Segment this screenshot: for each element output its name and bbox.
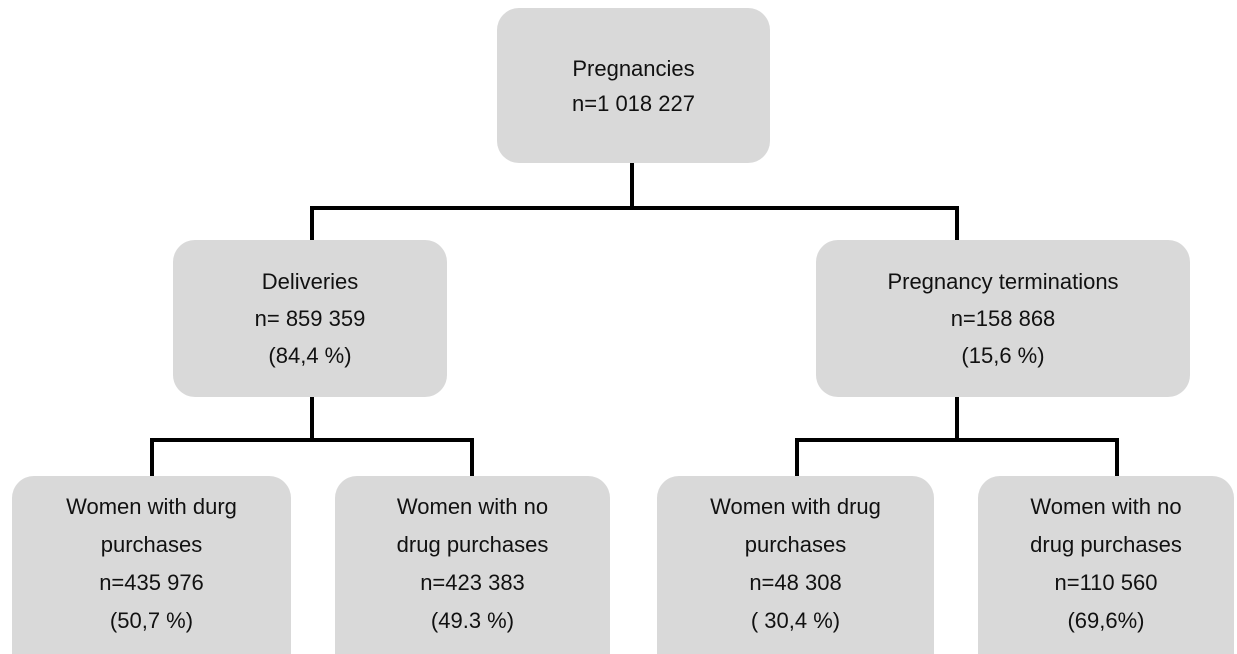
node-text: (69,6%) — [1067, 608, 1144, 633]
node-text: (15,6 %) — [961, 343, 1044, 368]
node-text: n=1 018 227 — [572, 91, 695, 116]
node-text: n=48 308 — [749, 570, 841, 595]
node-text: Pregnancies — [572, 56, 694, 81]
node-box — [816, 240, 1190, 397]
node-box — [657, 476, 934, 654]
node-box — [173, 240, 447, 397]
node: Women with no drug purchases n=110 560 (69,… — [978, 476, 1234, 654]
node-box — [978, 476, 1234, 654]
node: Women with no drug purchases n=423 383 (49.… — [335, 476, 610, 654]
node-box — [497, 8, 770, 163]
node-text: Pregnancy terminations — [887, 269, 1118, 294]
node: Women with durg purchases n=435 976 (50,7 %… — [12, 476, 291, 654]
node-text: n=435 976 — [99, 570, 204, 595]
node-text: purchases — [101, 532, 203, 557]
connector — [310, 163, 959, 240]
node-text: n=423 383 — [420, 570, 525, 595]
connectors — [150, 163, 1119, 476]
node-text: Women with drug — [710, 494, 881, 519]
node: Women with drug purchases n=48 308 ( 30,4 %… — [657, 476, 934, 654]
node-box — [12, 476, 291, 654]
node: Pregnancies n=1 018 227 — [497, 8, 770, 163]
node-text: Women with no — [1030, 494, 1181, 519]
node: Pregnancy terminations n=158 868 (15,6 %) — [816, 240, 1190, 397]
node-text: Women with no — [397, 494, 548, 519]
node-text: n=110 560 — [1055, 570, 1158, 595]
node-text: Women with durg — [66, 494, 237, 519]
node-text: Deliveries — [262, 269, 359, 294]
node-text: (49.3 %) — [431, 608, 514, 633]
node-text: (84,4 %) — [268, 343, 351, 368]
node-text: ( 30,4 %) — [751, 608, 840, 633]
node-text: (50,7 %) — [110, 608, 193, 633]
node-box — [335, 476, 610, 654]
node-text: drug purchases — [1030, 532, 1182, 557]
node-text: n= 859 359 — [255, 306, 366, 331]
connector — [795, 397, 1119, 476]
node-text: n=158 868 — [951, 306, 1056, 331]
node-text: purchases — [745, 532, 847, 557]
node: Deliveries n= 859 359 (84,4 %) — [173, 240, 447, 397]
node-text: drug purchases — [397, 532, 549, 557]
connector — [150, 397, 474, 476]
